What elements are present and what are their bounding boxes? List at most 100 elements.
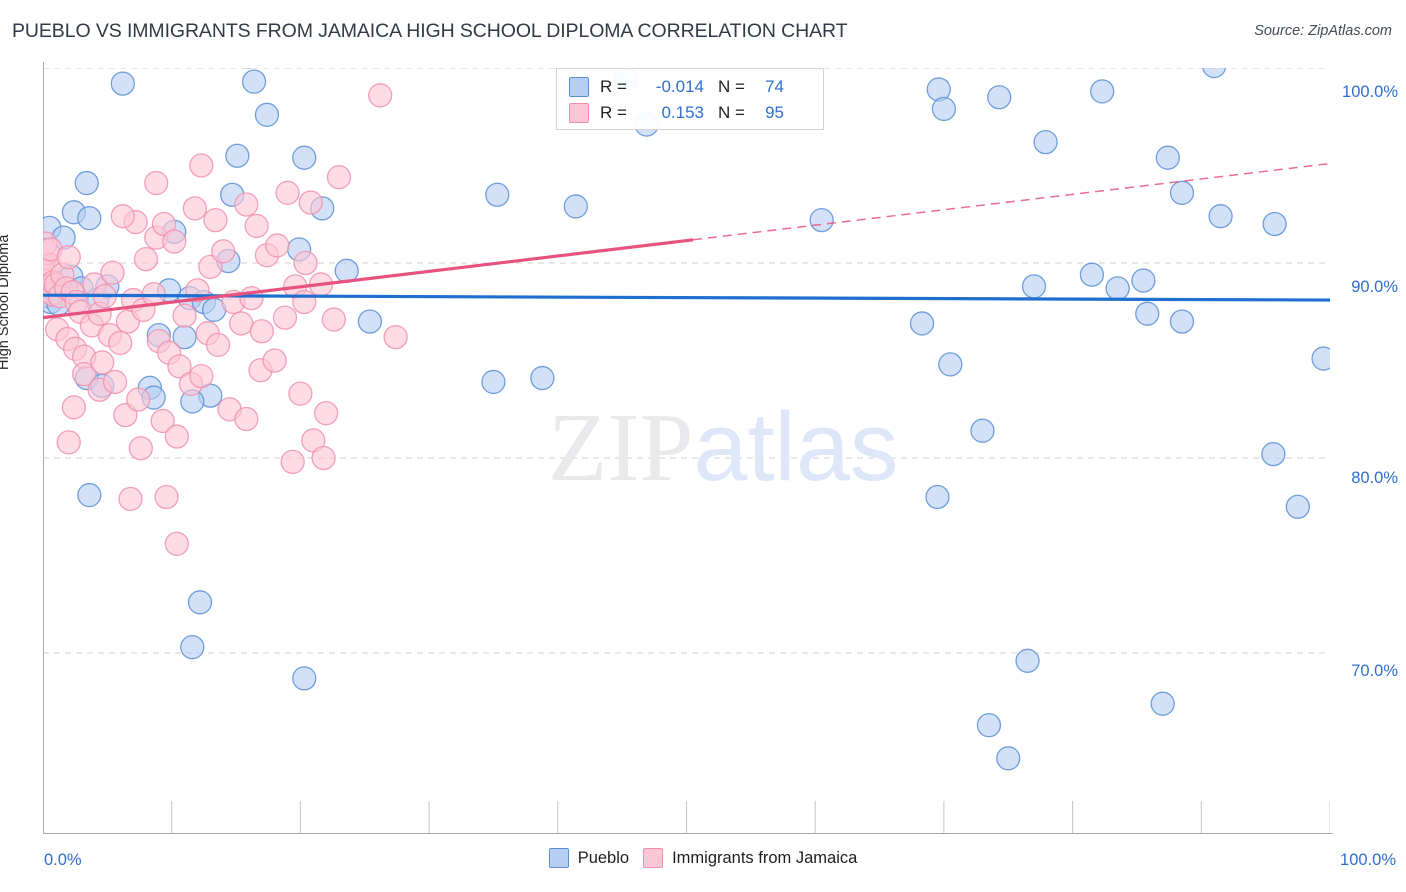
data-point	[357, 309, 383, 334]
data-point	[249, 319, 274, 344]
data-point	[241, 69, 267, 94]
data-point	[164, 531, 189, 556]
data-point	[128, 436, 153, 461]
data-point	[1285, 494, 1310, 519]
series-legend: Pueblo Immigrants from Jamaica	[0, 848, 1406, 868]
data-point	[1311, 346, 1330, 371]
data-point	[144, 170, 169, 196]
y-tick-label-100: 100.0%	[1342, 83, 1398, 101]
data-point	[1131, 268, 1156, 293]
trendline-dashed-immigrants-from-jamaica	[692, 162, 1330, 241]
data-point	[150, 408, 175, 434]
data-point	[938, 352, 963, 377]
data-point	[970, 418, 995, 443]
plot-area	[43, 68, 1330, 833]
data-point	[1262, 211, 1287, 237]
data-point	[56, 430, 81, 455]
data-point	[180, 635, 205, 660]
legend-label-jamaica: Immigrants from Jamaica	[672, 848, 858, 867]
data-point	[288, 381, 313, 406]
data-point	[234, 406, 259, 432]
data-point	[292, 145, 317, 170]
data-point	[56, 244, 81, 270]
stats-r-label-jamaica: R =	[600, 103, 627, 122]
data-point	[90, 350, 115, 375]
data-point	[293, 250, 318, 276]
data-point	[280, 449, 305, 475]
data-point	[996, 746, 1021, 771]
data-point	[234, 192, 259, 217]
data-point	[262, 348, 287, 373]
data-point	[1015, 648, 1040, 673]
stats-r-value-pueblo: -0.014	[655, 77, 704, 96]
legend-item-jamaica[interactable]: Immigrants from Jamaica	[643, 848, 857, 868]
stats-n-value-pueblo: 74	[765, 77, 784, 96]
y-tick-label-80: 80.0%	[1351, 469, 1398, 487]
data-point	[1090, 79, 1115, 104]
data-point	[1079, 262, 1105, 287]
data-point	[1202, 68, 1227, 79]
stats-r-label-pueblo: R =	[600, 77, 627, 96]
x-axis-min-label: 0.0%	[44, 851, 82, 869]
data-point	[189, 363, 214, 389]
data-point	[133, 246, 159, 272]
data-point	[203, 207, 228, 233]
data-point	[110, 204, 135, 229]
data-point	[563, 194, 588, 219]
data-point	[61, 395, 87, 420]
data-point	[113, 402, 138, 428]
data-point	[211, 239, 236, 264]
data-point	[154, 484, 179, 510]
stats-n-label-pueblo: N =	[718, 77, 745, 96]
data-point	[1105, 276, 1130, 301]
scatter-svg	[43, 68, 1330, 833]
stats-r-value-jamaica: 0.153	[661, 103, 704, 122]
data-point	[326, 165, 352, 190]
data-point	[244, 213, 269, 239]
series-points-immigrants-from-jamaica	[43, 83, 408, 556]
data-point	[976, 713, 1002, 738]
data-point	[1021, 274, 1047, 299]
data-point	[225, 143, 250, 168]
stats-swatch-jamaica	[569, 103, 589, 123]
data-point	[292, 666, 317, 691]
stats-row-jamaica: R = 0.153 N = 95	[569, 101, 784, 125]
data-point	[298, 190, 323, 215]
data-point	[321, 307, 347, 332]
y-tick-label-90: 90.0%	[1351, 278, 1398, 296]
correlation-stats-box: R = -0.014 N = 74 R = 0.153 N = 95	[556, 68, 824, 130]
data-point	[1155, 145, 1180, 170]
data-point	[809, 207, 834, 233]
stats-row-pueblo: R = -0.014 N = 74	[569, 75, 784, 99]
data-point	[229, 311, 254, 336]
data-point	[925, 484, 950, 510]
data-point	[108, 330, 133, 356]
source-label: Source: ZipAtlas.com	[1254, 23, 1392, 39]
data-point	[198, 254, 223, 280]
data-point	[530, 365, 555, 391]
data-point	[275, 180, 300, 205]
y-tick-label-70: 70.0%	[1351, 662, 1398, 680]
legend-item-pueblo[interactable]: Pueblo	[548, 848, 629, 868]
data-point	[77, 482, 102, 508]
data-point	[368, 83, 393, 108]
data-point	[485, 182, 510, 207]
data-point	[987, 85, 1012, 110]
legend-swatch-pueblo	[548, 848, 569, 868]
data-point	[182, 196, 208, 221]
data-point	[292, 289, 317, 315]
page-title: PUEBLO VS IMMIGRANTS FROM JAMAICA HIGH S…	[12, 20, 848, 42]
x-axis-line	[43, 833, 1333, 834]
stats-n-value-jamaica: 95	[765, 103, 784, 122]
trendline-pueblo	[43, 293, 1330, 302]
data-point	[383, 324, 408, 350]
data-point	[1033, 129, 1058, 155]
data-point	[126, 387, 151, 412]
stats-n-label-jamaica: N =	[718, 103, 745, 122]
trendline-solid-immigrants-from-jamaica	[43, 238, 694, 320]
data-point	[1208, 204, 1233, 229]
data-point	[909, 311, 935, 336]
data-point	[311, 445, 336, 471]
data-point	[1135, 301, 1160, 326]
data-point	[272, 305, 298, 330]
